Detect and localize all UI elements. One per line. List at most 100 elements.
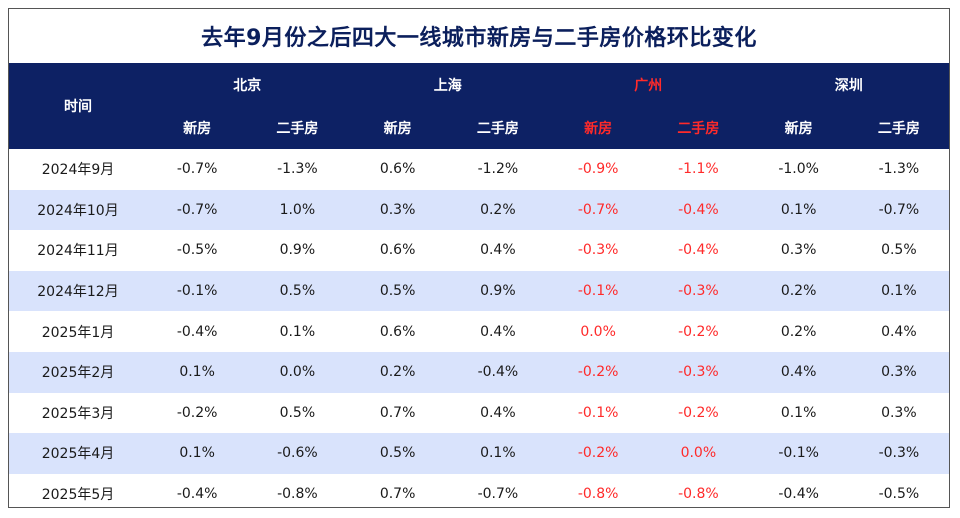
value-cell-shanghai-resale: -0.4% bbox=[447, 351, 548, 393]
value-cell-shenzhen-resale: -1.3% bbox=[878, 161, 920, 178]
subheader-new-shenzhen: 新房 bbox=[748, 107, 849, 149]
value-cell-beijing-new: -0.7% bbox=[147, 189, 248, 231]
value-cell-shanghai-new: 0.5% bbox=[347, 433, 448, 474]
value-cell-guangzhou-new: -0.7% bbox=[548, 189, 649, 231]
value-cell-shanghai-resale: 0.9% bbox=[447, 270, 548, 312]
value-cell-shanghai-resale: -0.7% bbox=[477, 486, 519, 503]
value-cell-shanghai-new: 0.3% bbox=[347, 189, 448, 231]
value-cell-beijing-new: -0.5% bbox=[176, 242, 218, 259]
subheader-resale-beijing: 二手房 bbox=[247, 107, 348, 149]
value-cell-shenzhen-resale: 0.5% bbox=[881, 242, 917, 259]
value-cell-shenzhen-new: 0.1% bbox=[748, 189, 849, 231]
subheader-new-shanghai: 新房 bbox=[347, 107, 448, 149]
price-change-table: 时间 北京 上海 广州 深圳 新房 二手房 新房 二手房 新房 二手房 新房 二… bbox=[9, 63, 949, 514]
value-cell-shanghai-resale: 0.4% bbox=[480, 242, 516, 259]
value-cell-shenzhen-new: -1.0% bbox=[778, 161, 819, 178]
time-column-header: 时间 bbox=[9, 63, 147, 149]
value-cell-shenzhen-new: 0.3% bbox=[780, 242, 817, 259]
table-row: 2025年2月 0.1% 0.0% 0.2% -0.4% -0.2% -0.3% 0.4% 0.… bbox=[9, 351, 949, 393]
value-cell-beijing-resale: 0.5% bbox=[247, 270, 348, 312]
value-cell-shenzhen-resale: -0.5% bbox=[878, 486, 920, 503]
table-row: 2024年11月 -0.5% 0.9% 0.6% 0.4% -0.3% -0.4% 0.3% 0… bbox=[9, 230, 949, 271]
city-header-shanghai: 上海 bbox=[347, 63, 548, 107]
table-body: 2024年9月 -0.7% -1.3% 0.6% -1.2% -0.9% -1.1% -1.0… bbox=[9, 149, 949, 514]
value-cell-beijing-resale: 0.0% bbox=[247, 351, 348, 393]
value-cell-shanghai-new: 0.7% bbox=[379, 404, 416, 421]
value-cell-shenzhen-new: -0.4% bbox=[778, 486, 819, 503]
value-cell-guangzhou-new: -0.9% bbox=[577, 161, 619, 178]
city-header-row: 时间 北京 上海 广州 深圳 bbox=[9, 63, 949, 149]
row-time-cell: 2025年1月 bbox=[41, 324, 115, 341]
value-cell-guangzhou-resale: -0.8% bbox=[678, 486, 719, 503]
value-cell-guangzhou-resale: -0.4% bbox=[678, 242, 719, 259]
value-cell-beijing-resale: -0.6% bbox=[247, 433, 348, 474]
value-cell-guangzhou-new: -0.3% bbox=[577, 242, 619, 259]
value-cell-beijing-new: 0.1% bbox=[147, 351, 248, 393]
value-cell-beijing-new: -0.2% bbox=[176, 404, 218, 421]
value-cell-shanghai-resale: 0.2% bbox=[447, 189, 548, 231]
value-cell-shenzhen-resale: -0.3% bbox=[848, 433, 949, 474]
table-row: 2025年3月 -0.2% 0.5% 0.7% 0.4% -0.1% -0.2% 0.1% 0.… bbox=[9, 393, 949, 434]
value-cell-guangzhou-resale: -0.2% bbox=[678, 404, 719, 421]
table-row: 2024年9月 -0.7% -1.3% 0.6% -1.2% -0.9% -1.1% -1.0… bbox=[9, 149, 949, 190]
row-time-cell: 2025年2月 bbox=[9, 351, 147, 393]
value-cell-guangzhou-resale: -0.3% bbox=[648, 351, 749, 393]
city-header-beijing: 北京 bbox=[147, 63, 348, 107]
value-cell-shenzhen-new: -0.1% bbox=[748, 433, 849, 474]
value-cell-shanghai-new: 0.6% bbox=[379, 242, 416, 259]
value-cell-guangzhou-new: -0.2% bbox=[548, 433, 649, 474]
value-cell-beijing-resale: 1.0% bbox=[247, 189, 348, 231]
value-cell-beijing-new: -0.7% bbox=[176, 161, 218, 178]
chart-title: 去年9月份之后四大一线城市新房与二手房价格环比变化 bbox=[201, 26, 757, 51]
value-cell-beijing-resale: 0.5% bbox=[279, 404, 316, 421]
value-cell-guangzhou-new: -0.1% bbox=[577, 404, 619, 421]
table-header: 时间 北京 上海 广州 深圳 新房 二手房 新房 二手房 新房 二手房 新房 二… bbox=[9, 63, 949, 149]
subheader-resale-shanghai: 二手房 bbox=[447, 107, 548, 149]
value-cell-guangzhou-resale: -0.2% bbox=[678, 323, 719, 340]
city-header-guangzhou: 广州 bbox=[548, 63, 749, 107]
value-cell-shenzhen-resale: 0.3% bbox=[848, 351, 949, 393]
subheader-new-guangzhou: 新房 bbox=[548, 107, 649, 149]
table-row: 2024年10月 -0.7% 1.0% 0.3% 0.2% -0.7% -0.4% 0.1% -… bbox=[9, 189, 949, 231]
value-cell-beijing-new: 0.1% bbox=[147, 433, 248, 474]
value-cell-guangzhou-new: -0.2% bbox=[548, 351, 649, 393]
table-row: 2024年12月 -0.1% 0.5% 0.5% 0.9% -0.1% -0.3% 0.2% 0… bbox=[9, 270, 949, 312]
table-row: 2025年4月 0.1% -0.6% 0.5% 0.1% -0.2% 0.0% -0.1% -0… bbox=[9, 433, 949, 474]
subheader-resale-guangzhou: 二手房 bbox=[648, 107, 749, 149]
value-cell-guangzhou-new: -0.1% bbox=[548, 270, 649, 312]
row-time-cell: 2025年4月 bbox=[9, 433, 147, 474]
value-cell-shenzhen-new: 0.2% bbox=[748, 270, 849, 312]
row-time-cell: 2025年5月 bbox=[41, 487, 115, 504]
value-cell-shenzhen-resale: 0.4% bbox=[881, 323, 917, 340]
value-cell-shanghai-new: 0.7% bbox=[379, 486, 416, 503]
value-cell-beijing-resale: -0.8% bbox=[277, 486, 318, 503]
row-time-cell: 2024年9月 bbox=[41, 162, 115, 179]
subheader-new-beijing: 新房 bbox=[147, 107, 248, 149]
row-time-cell: 2024年10月 bbox=[9, 189, 147, 231]
value-cell-beijing-new: -0.4% bbox=[176, 323, 218, 340]
value-cell-shanghai-resale: 0.4% bbox=[480, 404, 516, 421]
value-cell-shenzhen-new: 0.2% bbox=[780, 323, 817, 340]
value-cell-shenzhen-new: 0.4% bbox=[748, 351, 849, 393]
value-cell-beijing-new: -0.4% bbox=[176, 486, 218, 503]
value-cell-shenzhen-resale: -0.7% bbox=[848, 189, 949, 231]
table-figure: 去年9月份之后四大一线城市新房与二手房价格环比变化 时间 北京 上海 广州 深圳… bbox=[8, 8, 950, 508]
subheader-resale-shenzhen: 二手房 bbox=[848, 107, 949, 149]
subheader-row: 新房 二手房 新房 二手房 新房 二手房 新房 二手房 bbox=[9, 107, 949, 149]
value-cell-beijing-resale: 0.1% bbox=[279, 323, 316, 340]
value-cell-beijing-resale: 0.9% bbox=[279, 242, 316, 259]
value-cell-shanghai-resale: 0.4% bbox=[480, 323, 516, 340]
value-cell-shanghai-new: 0.5% bbox=[347, 270, 448, 312]
value-cell-shanghai-new: 0.6% bbox=[379, 323, 416, 340]
value-cell-shanghai-resale: -1.2% bbox=[477, 161, 519, 178]
city-header-shenzhen: 深圳 bbox=[748, 63, 949, 107]
value-cell-shanghai-new: 0.6% bbox=[379, 161, 416, 178]
row-time-cell: 2025年3月 bbox=[41, 405, 115, 422]
table-row: 2025年1月 -0.4% 0.1% 0.6% 0.4% 0.0% -0.2% 0.2% 0.4… bbox=[9, 311, 949, 352]
value-cell-beijing-new: -0.1% bbox=[147, 270, 248, 312]
value-cell-guangzhou-resale: 0.0% bbox=[648, 433, 749, 474]
row-time-cell: 2024年12月 bbox=[9, 270, 147, 312]
row-time-cell: 2024年11月 bbox=[37, 243, 119, 260]
value-cell-shenzhen-resale: 0.3% bbox=[881, 404, 917, 421]
table-row: 2025年5月 -0.4% -0.8% 0.7% -0.7% -0.8% -0.8% -0.4… bbox=[9, 474, 949, 515]
